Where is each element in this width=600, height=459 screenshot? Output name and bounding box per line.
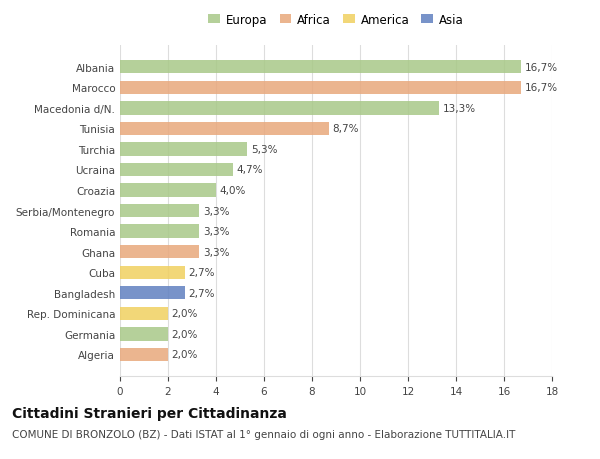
Text: 4,7%: 4,7% bbox=[236, 165, 263, 175]
Bar bbox=[120, 246, 199, 259]
Text: 2,0%: 2,0% bbox=[172, 350, 198, 360]
Bar bbox=[120, 184, 216, 197]
Bar bbox=[120, 81, 521, 95]
Bar bbox=[120, 266, 185, 280]
Text: 3,3%: 3,3% bbox=[203, 206, 229, 216]
Text: 3,3%: 3,3% bbox=[203, 247, 229, 257]
Text: 8,7%: 8,7% bbox=[332, 124, 359, 134]
Bar bbox=[120, 102, 439, 115]
Bar bbox=[120, 286, 185, 300]
Bar bbox=[120, 348, 168, 361]
Bar bbox=[120, 328, 168, 341]
Text: 5,3%: 5,3% bbox=[251, 145, 277, 155]
Text: 3,3%: 3,3% bbox=[203, 227, 229, 237]
Text: 2,0%: 2,0% bbox=[172, 329, 198, 339]
Bar bbox=[120, 225, 199, 238]
Bar bbox=[120, 61, 521, 74]
Text: 2,7%: 2,7% bbox=[188, 268, 215, 278]
Bar bbox=[120, 307, 168, 320]
Text: 16,7%: 16,7% bbox=[524, 62, 557, 73]
Text: 16,7%: 16,7% bbox=[524, 83, 557, 93]
Legend: Europa, Africa, America, Asia: Europa, Africa, America, Asia bbox=[204, 9, 468, 31]
Bar bbox=[120, 123, 329, 136]
Text: 4,0%: 4,0% bbox=[220, 185, 246, 196]
Bar bbox=[120, 143, 247, 156]
Text: 2,7%: 2,7% bbox=[188, 288, 215, 298]
Bar bbox=[120, 204, 199, 218]
Text: 2,0%: 2,0% bbox=[172, 309, 198, 319]
Text: Cittadini Stranieri per Cittadinanza: Cittadini Stranieri per Cittadinanza bbox=[12, 406, 287, 420]
Text: 13,3%: 13,3% bbox=[443, 104, 476, 113]
Bar bbox=[120, 163, 233, 177]
Text: COMUNE DI BRONZOLO (BZ) - Dati ISTAT al 1° gennaio di ogni anno - Elaborazione T: COMUNE DI BRONZOLO (BZ) - Dati ISTAT al … bbox=[12, 429, 515, 439]
